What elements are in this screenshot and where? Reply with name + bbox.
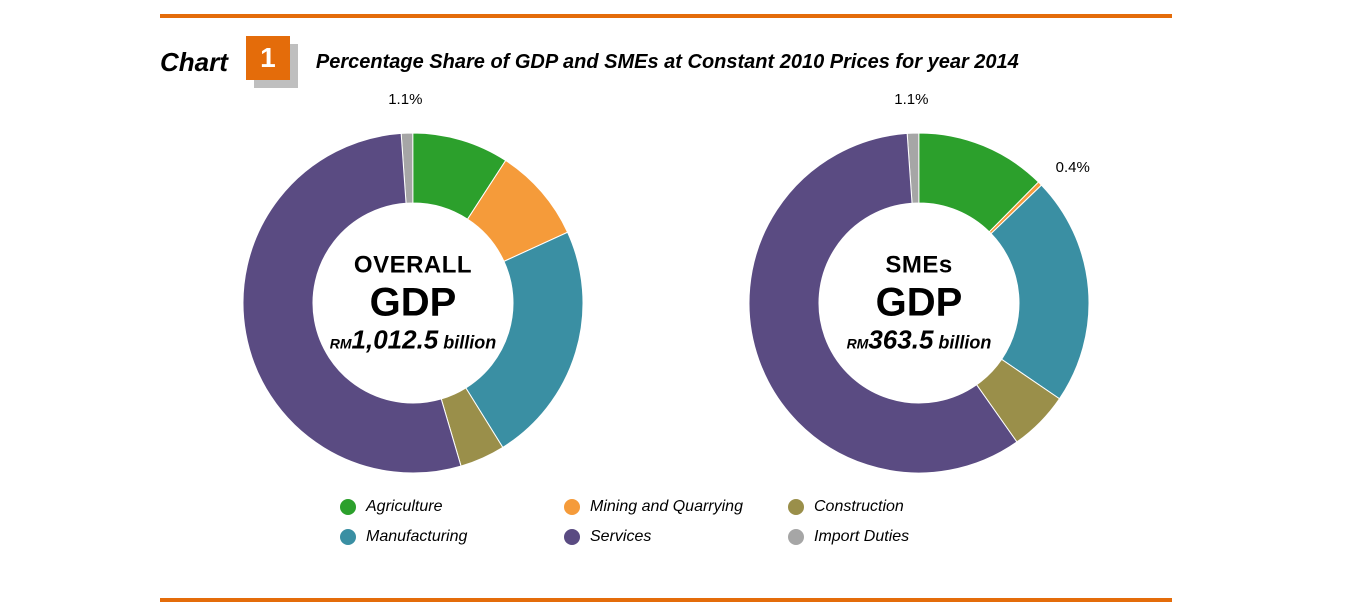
legend-item-import_duties: Import Duties (788, 528, 992, 546)
legend-swatch-import_duties (788, 529, 804, 545)
slice-label-import_duties: 1.1% (388, 91, 422, 108)
center-line2: GDP (847, 279, 992, 325)
chart-title: Percentage Share of GDP and SMEs at Cons… (316, 51, 1019, 74)
legend-label-services: Services (590, 528, 651, 546)
charts-row: 1.1%9.2%9.0%23.0%4.3%53.5 %OVERALLGDPRM1… (160, 118, 1172, 488)
legend-item-manufacturing: Manufacturing (340, 528, 544, 546)
legend-swatch-construction (788, 499, 804, 515)
legend-label-import_duties: Import Duties (814, 528, 909, 546)
donut-center-overall: OVERALLGDPRM1,012.5 billion (330, 251, 497, 354)
center-line3: RM363.5 billion (847, 325, 992, 355)
legend-swatch-agriculture (340, 499, 356, 515)
legend-label-agriculture: Agriculture (366, 498, 442, 516)
center-line2: GDP (330, 279, 497, 325)
chart-word: Chart (160, 47, 228, 78)
chart-header: Chart 1 Percentage Share of GDP and SMEs… (160, 36, 1172, 88)
center-line3: RM1,012.5 billion (330, 325, 497, 355)
top-rule (160, 14, 1172, 18)
legend-item-mining: Mining and Quarrying (564, 498, 768, 516)
bottom-rule (160, 598, 1172, 602)
legend-label-mining: Mining and Quarrying (590, 498, 743, 516)
center-line1: SMEs (847, 251, 992, 279)
slice-label-import_duties: 1.1% (894, 91, 928, 108)
center-line1: OVERALL (330, 251, 497, 279)
legend: Agriculture Mining and Quarrying Construct… (340, 498, 992, 546)
donut-smes: 1.1%12.4%0.4%21.7%5.7%58.6%SMEsGDPRM363.… (719, 118, 1119, 488)
legend-swatch-services (564, 529, 580, 545)
legend-item-services: Services (564, 528, 768, 546)
legend-label-manufacturing: Manufacturing (366, 528, 467, 546)
legend-swatch-mining (564, 499, 580, 515)
legend-item-agriculture: Agriculture (340, 498, 544, 516)
chart-container: Chart 1 Percentage Share of GDP and SMEs… (160, 0, 1172, 616)
chart-number: 1 (246, 36, 290, 80)
chart-number-badge: 1 (246, 36, 298, 88)
donut-center-smes: SMEsGDPRM363.5 billion (847, 251, 992, 354)
legend-swatch-manufacturing (340, 529, 356, 545)
legend-label-construction: Construction (814, 498, 904, 516)
legend-item-construction: Construction (788, 498, 992, 516)
donut-overall: 1.1%9.2%9.0%23.0%4.3%53.5 %OVERALLGDPRM1… (213, 118, 613, 488)
